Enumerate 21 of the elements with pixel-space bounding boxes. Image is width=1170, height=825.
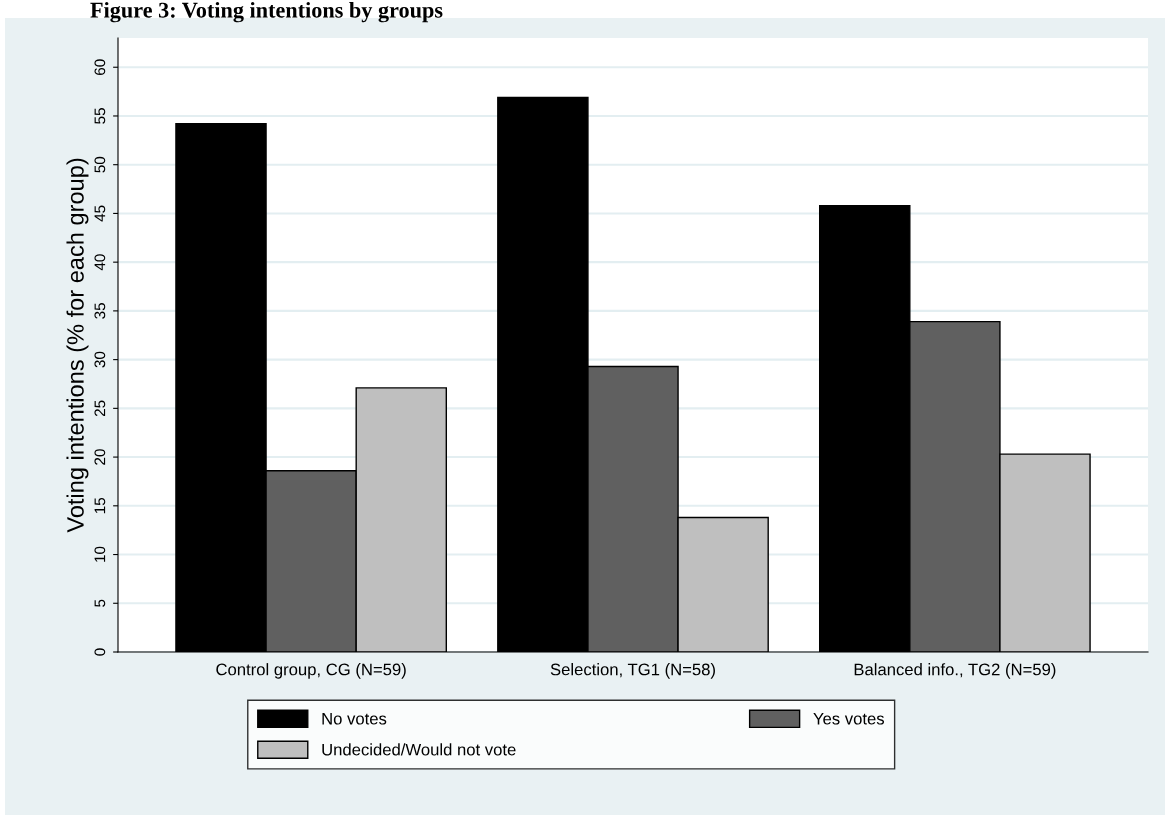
y-tick-label: 5 [94, 599, 106, 607]
y-tick-label: 40 [94, 254, 106, 271]
y-tick-label: 15 [94, 497, 106, 514]
x-tick-label: Balanced info., TG2 (N=59) [854, 663, 1056, 679]
y-tick-label: 60 [94, 59, 106, 75]
legend-label: Yes votes [813, 712, 885, 725]
x-tick-label: Selection, TG1 (N=58) [550, 663, 715, 679]
y-tick-label: 0 [94, 648, 106, 656]
chart-title: Figure 3: Voting intentions by groups [90, 2, 443, 23]
y-tick-label: 50 [94, 156, 106, 173]
x-tick-label: Control group, CG (N=59) [216, 663, 406, 679]
y-tick-label: 55 [94, 108, 106, 124]
y-tick-label: 45 [94, 205, 106, 222]
y-tick-label: 10 [94, 546, 106, 562]
y-tick-label: 30 [94, 351, 106, 368]
y-tick-label: 20 [94, 449, 106, 465]
y-axis-title: Voting intentions (% for each group) [66, 158, 89, 533]
y-tick-label: 35 [94, 303, 106, 319]
legend-label: No votes [322, 712, 387, 725]
legend-label: Undecided/Would not vote [322, 743, 516, 756]
y-tick-label: 25 [94, 400, 106, 417]
